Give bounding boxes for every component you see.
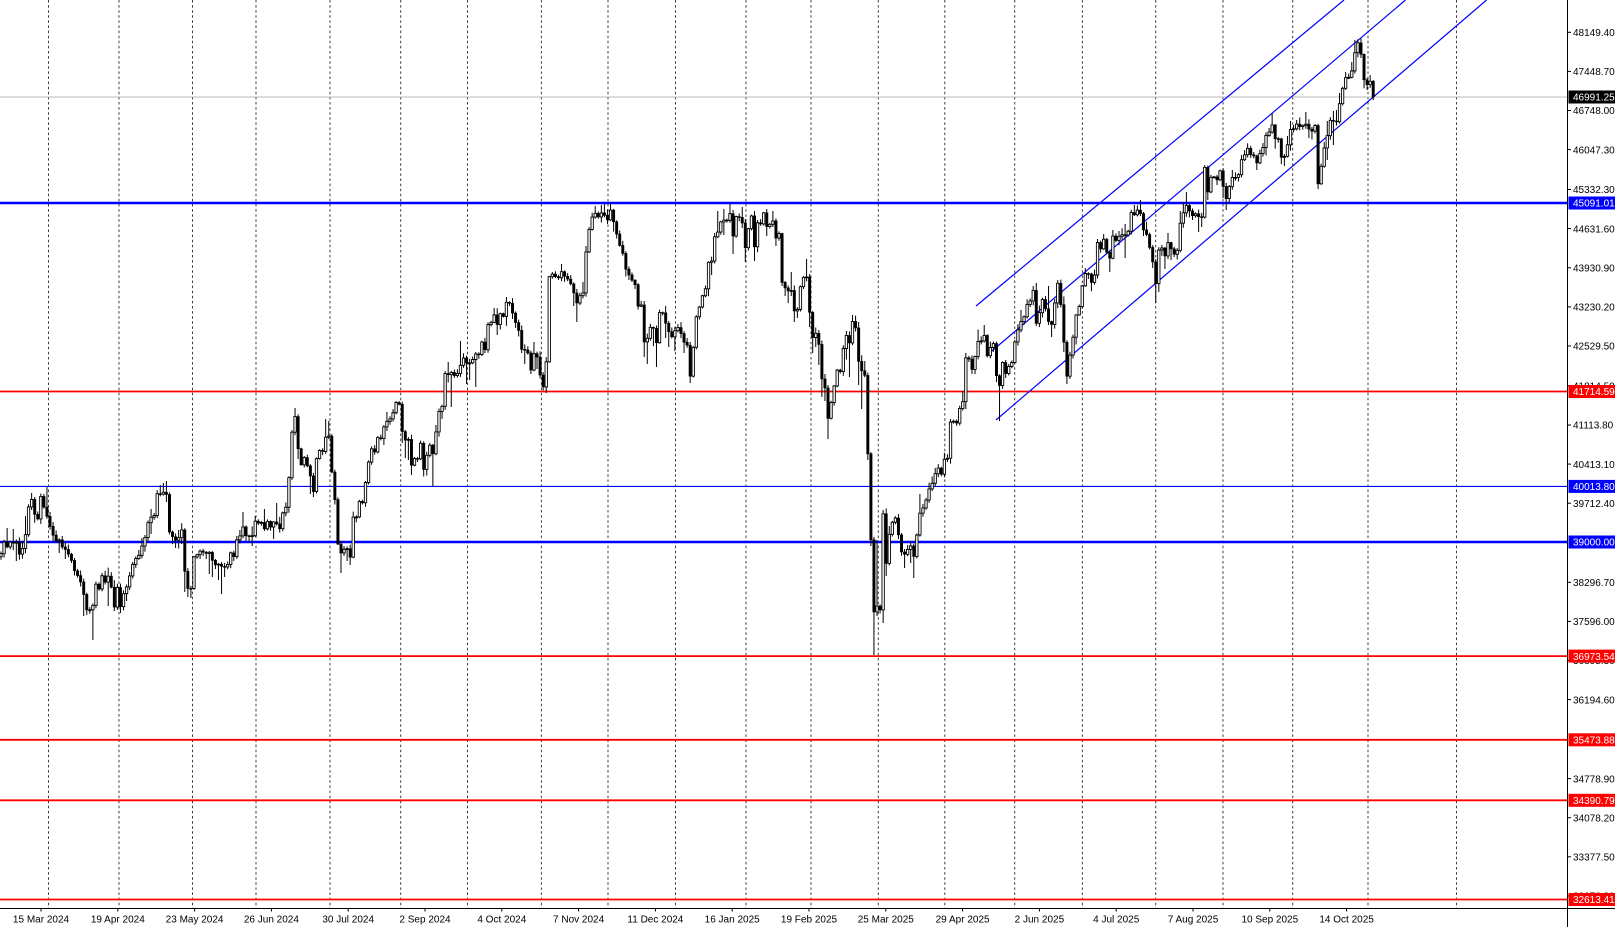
svg-text:26 Jun 2024: 26 Jun 2024 (244, 915, 299, 926)
svg-text:30 Jul 2024: 30 Jul 2024 (322, 915, 374, 926)
svg-text:47448.70: 47448.70 (1573, 67, 1615, 78)
svg-text:46748.00: 46748.00 (1573, 106, 1615, 117)
svg-text:4 Jul 2025: 4 Jul 2025 (1093, 915, 1140, 926)
svg-text:11 Dec 2024: 11 Dec 2024 (627, 915, 683, 926)
svg-text:43230.20: 43230.20 (1573, 303, 1615, 314)
svg-text:36194.60: 36194.60 (1573, 695, 1615, 706)
svg-text:36973.54: 36973.54 (1573, 652, 1615, 663)
svg-text:48149.40: 48149.40 (1573, 28, 1615, 39)
svg-text:39000.00: 39000.00 (1573, 538, 1615, 549)
svg-text:42529.50: 42529.50 (1573, 342, 1615, 353)
svg-text:34390.79: 34390.79 (1573, 796, 1615, 807)
svg-text:29 Apr 2025: 29 Apr 2025 (936, 915, 990, 926)
svg-text:46991.25: 46991.25 (1573, 93, 1615, 104)
svg-text:25 Mar 2025: 25 Mar 2025 (858, 915, 915, 926)
svg-text:15 Mar 2024: 15 Mar 2024 (13, 915, 70, 926)
svg-text:45332.30: 45332.30 (1573, 185, 1615, 196)
svg-text:19 Feb 2025: 19 Feb 2025 (781, 915, 838, 926)
svg-text:41714.59: 41714.59 (1573, 387, 1615, 398)
svg-text:46047.30: 46047.30 (1573, 145, 1615, 156)
svg-text:34778.90: 34778.90 (1573, 774, 1615, 785)
svg-text:4 Oct 2024: 4 Oct 2024 (477, 915, 526, 926)
svg-text:7 Nov 2024: 7 Nov 2024 (553, 915, 605, 926)
svg-text:38296.70: 38296.70 (1573, 578, 1615, 589)
svg-text:45091.01: 45091.01 (1573, 199, 1615, 210)
svg-text:16 Jan 2025: 16 Jan 2025 (705, 915, 760, 926)
svg-text:40413.10: 40413.10 (1573, 460, 1615, 471)
svg-text:33377.50: 33377.50 (1573, 853, 1615, 864)
svg-text:41113.80: 41113.80 (1573, 421, 1614, 432)
svg-text:37596.00: 37596.00 (1573, 617, 1615, 628)
svg-text:39712.40: 39712.40 (1573, 499, 1615, 510)
svg-text:35473.88: 35473.88 (1573, 736, 1615, 747)
svg-text:40013.80: 40013.80 (1573, 482, 1615, 493)
svg-text:44631.60: 44631.60 (1573, 224, 1615, 235)
svg-text:10 Sep 2025: 10 Sep 2025 (1241, 915, 1298, 926)
svg-text:2 Sep 2024: 2 Sep 2024 (399, 915, 451, 926)
svg-text:23 May 2024: 23 May 2024 (166, 915, 224, 926)
svg-text:32613.41: 32613.41 (1573, 895, 1615, 906)
svg-text:2 Jun 2025: 2 Jun 2025 (1015, 915, 1065, 926)
svg-text:43930.90: 43930.90 (1573, 264, 1615, 275)
svg-text:14 Oct 2025: 14 Oct 2025 (1319, 915, 1374, 926)
svg-text:34078.20: 34078.20 (1573, 813, 1615, 824)
svg-text:19 Apr 2024: 19 Apr 2024 (91, 915, 145, 926)
svg-text:7 Aug 2025: 7 Aug 2025 (1168, 915, 1219, 926)
